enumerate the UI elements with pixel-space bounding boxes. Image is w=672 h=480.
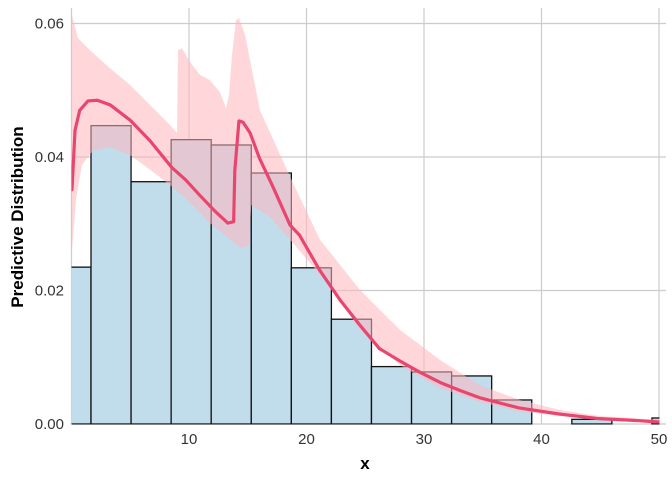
- x-tick-labels: 10 20 30 40 50: [181, 431, 668, 448]
- histogram-bar: [330, 318, 373, 425]
- x-tick-label: 40: [533, 431, 550, 448]
- y-axis-title: Predictive Distribution: [8, 126, 27, 307]
- credible-interval-ribbon: [71, 14, 660, 422]
- y-tick-label: 0.06: [35, 16, 64, 33]
- y-tick-label: 0.02: [35, 283, 64, 300]
- histogram-bar: [370, 365, 413, 425]
- y-tick-label: 0.00: [35, 416, 64, 433]
- mean-predictive-line: [71, 98, 660, 424]
- y-tick-labels: 0.00 0.02 0.04 0.06: [35, 16, 64, 434]
- x-tick-label: 10: [181, 431, 198, 448]
- histogram-bars: [71, 124, 660, 425]
- x-tick-label: 20: [298, 431, 315, 448]
- histogram-bar: [90, 124, 132, 425]
- credible-ribbon: [71, 14, 660, 422]
- histogram-bar: [130, 181, 172, 425]
- x-axis-title: x: [360, 454, 370, 473]
- histogram-bar: [290, 267, 333, 425]
- x-tick-label: 50: [651, 431, 668, 448]
- mean-line-group: [71, 98, 660, 424]
- x-tick-label: 30: [416, 431, 433, 448]
- y-tick-label: 0.04: [35, 149, 64, 166]
